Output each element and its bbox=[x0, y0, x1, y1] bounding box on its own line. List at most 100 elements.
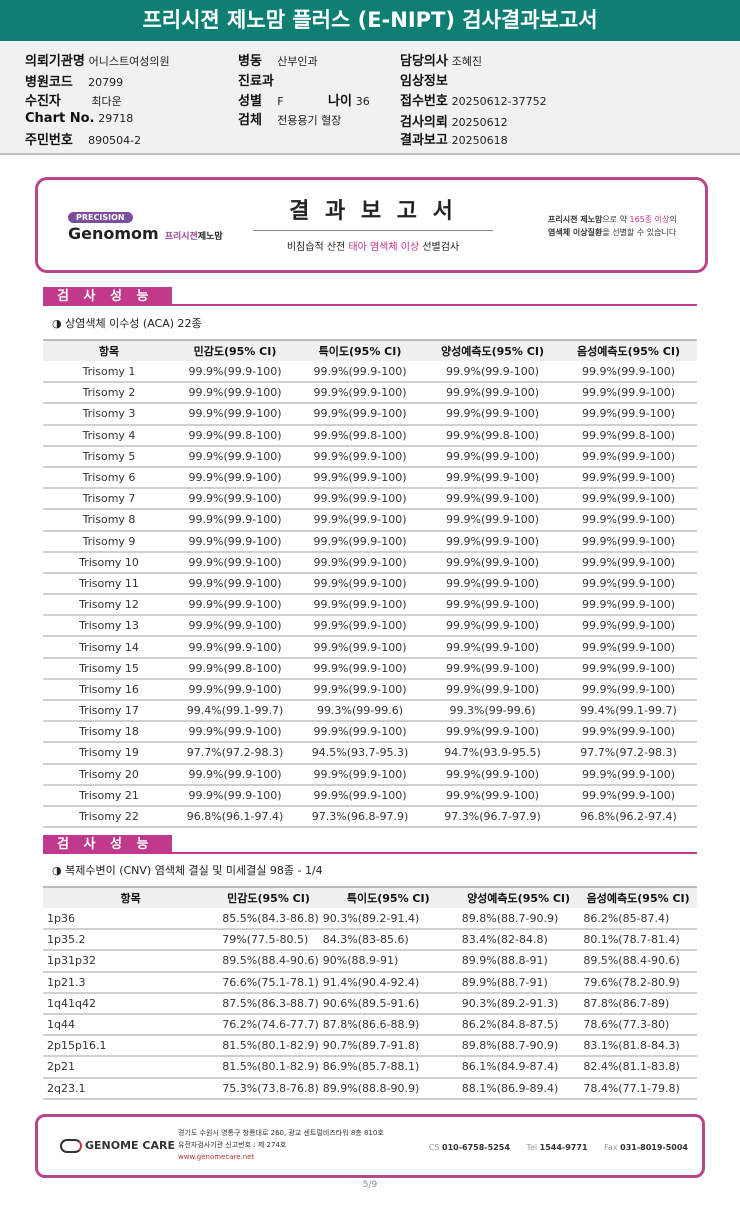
aca-subtitle: ◑ 상염색체 이수성 (ACA) 22종 bbox=[52, 317, 202, 330]
section-label: 검 사 성 능 bbox=[43, 287, 172, 306]
section-header-aca: 검 사 성 능 bbox=[43, 287, 697, 306]
column-header: 양성예측도(95% CI) bbox=[425, 339, 560, 361]
row-label: Trisomy 10 bbox=[43, 551, 175, 574]
table-row: Trisomy 14 99.9%(99.9-100) 99.9%(99.9-100)… bbox=[43, 636, 697, 659]
resident-no-label: 주민번호 bbox=[25, 133, 73, 148]
metric-cell: 99.9%(99.9-100) bbox=[295, 657, 425, 680]
metric-cell: 81.5%(80.1-82.9) bbox=[218, 1035, 319, 1058]
table-row: Trisomy 8 99.9%(99.9-100) 99.9%(99.9-100) 9… bbox=[43, 509, 697, 532]
metric-cell: 90.7%(89.7-91.8) bbox=[318, 1035, 458, 1058]
metric-cell: 99.9%(99.9-100) bbox=[175, 488, 295, 511]
column-header: 특이도(95% CI) bbox=[318, 886, 458, 908]
row-label: Trisomy 9 bbox=[43, 530, 175, 553]
metric-cell: 99.9%(99.8-100) bbox=[175, 657, 295, 680]
metric-cell: 99.9%(99.9-100) bbox=[425, 678, 560, 702]
row-label: Trisomy 13 bbox=[43, 615, 175, 638]
metric-cell: 99.4%(99.1-99.7) bbox=[560, 700, 697, 723]
row-label: Trisomy 12 bbox=[43, 594, 175, 617]
metric-cell: 99.9%(99.9-100) bbox=[175, 530, 295, 553]
metric-cell: 99.9%(99.9-100) bbox=[295, 488, 425, 511]
table-row: 2p21 81.5%(80.1-82.9) 86.9%(85.7-88.1) 86.1… bbox=[43, 1056, 697, 1079]
table-row: Trisomy 19 97.7%(97.2-98.3) 94.5%(93.7-95.… bbox=[43, 742, 697, 765]
cnv-subtitle: ◑ 복제수변이 (CNV) 염색체 결실 및 미세결실 98종 - 1/4 bbox=[52, 864, 323, 877]
table-row: Trisomy 22 96.8%(96.1-97.4) 97.3%(96.8-97.… bbox=[43, 805, 697, 829]
table-row: Trisomy 16 99.9%(99.9-100) 99.9%(99.9-100)… bbox=[43, 678, 697, 702]
tagline-bold: 프리시젼 제노맘 bbox=[548, 215, 603, 224]
metric-cell: 86.9%(85.7-88.1) bbox=[318, 1056, 458, 1079]
metric-cell: 89.9%(88.8-90.9) bbox=[318, 1077, 458, 1100]
metric-cell: 99.3%(99-99.6) bbox=[425, 700, 560, 723]
row-label: 1p36 bbox=[43, 908, 219, 931]
metric-cell: 99.9%(99.9-100) bbox=[425, 572, 560, 596]
table-row: Trisomy 17 99.4%(99.1-99.7) 99.3%(99-99.6)… bbox=[43, 700, 697, 723]
metric-cell: 99.9%(99.9-100) bbox=[175, 763, 295, 786]
column-header: 특이도(95% CI) bbox=[295, 339, 425, 361]
metric-cell: 99.9%(99.9-100) bbox=[295, 721, 425, 744]
banner-subtitle: 비침습적 산전 태아 염색체 이상 선별검사 bbox=[253, 238, 493, 253]
metric-cell: 99.9%(99.9-100) bbox=[295, 530, 425, 553]
metric-cell: 99.9%(99.9-100) bbox=[560, 678, 697, 702]
table-row: Trisomy 6 99.9%(99.9-100) 99.9%(99.9-100) 9… bbox=[43, 466, 697, 490]
tagline-bold: 염색체 이상질환 bbox=[548, 228, 603, 237]
website-link[interactable]: www.genomecare.net bbox=[178, 1153, 255, 1161]
genome-care-logo-icon bbox=[60, 1139, 82, 1153]
row-label: Trisomy 3 bbox=[43, 403, 175, 426]
age-value: 36 bbox=[355, 95, 370, 108]
metric-cell: 99.9%(99.9-100) bbox=[295, 551, 425, 574]
metric-cell: 99.9%(99.9-100) bbox=[425, 763, 560, 786]
sub-text: 선별검사 bbox=[419, 242, 460, 253]
genome-care-logo: GENOME CARE bbox=[60, 1139, 175, 1153]
page-number: 5/9 bbox=[362, 1180, 378, 1190]
row-label: 1q44 bbox=[43, 1013, 219, 1037]
metric-cell: 82.4%(81.1-83.8) bbox=[579, 1056, 697, 1079]
metric-cell: 99.9%(99.9-100) bbox=[295, 509, 425, 532]
metric-cell: 99.9%(99.9-100) bbox=[175, 445, 295, 468]
tel-label: Tel bbox=[526, 1143, 538, 1152]
metric-cell: 99.9%(99.9-100) bbox=[425, 657, 560, 680]
row-label: Trisomy 17 bbox=[43, 700, 175, 723]
column-header: 민감도(95% CI) bbox=[175, 339, 295, 361]
brand-name: Genomom bbox=[68, 224, 159, 243]
institution-label: 의뢰기관명 bbox=[25, 54, 85, 69]
row-label: Trisomy 14 bbox=[43, 636, 175, 659]
ward-value: 산부인과 bbox=[277, 55, 318, 68]
report-date-label: 결과보고 bbox=[400, 133, 448, 148]
metric-cell: 99.9%(99.9-100) bbox=[425, 594, 560, 617]
metric-cell: 99.9%(99.8-100) bbox=[425, 424, 560, 447]
report-title: 프리시젼 제노맘 플러스 (E-NIPT) 검사결과보고서 bbox=[0, 0, 740, 41]
table-row: 1q41q42 87.5%(86.3-88.7) 90.6%(89.5-91.6) 9… bbox=[43, 992, 697, 1015]
receipt-no-value: 20250612-37752 bbox=[451, 95, 547, 108]
row-label: Trisomy 21 bbox=[43, 784, 175, 807]
banner-tagline: 프리시젼 제노맘으로 약 165종 이상의 염색체 이상질환을 선별할 수 있습… bbox=[548, 213, 677, 239]
row-label: Trisomy 11 bbox=[43, 572, 175, 596]
metric-cell: 99.9%(99.9-100) bbox=[175, 382, 295, 405]
report-banner: PRECISION Genomom 프리시젼제노맘 결 과 보 고 서 비침습적 … bbox=[35, 177, 708, 273]
report-date-value: 20250618 bbox=[451, 134, 508, 147]
section-header-cnv: 검 사 성 능 bbox=[43, 835, 697, 854]
metric-cell: 99.9%(99.9-100) bbox=[560, 530, 697, 553]
table-row: 1p31p32 89.5%(88.4-90.6) 90%(88.9-91) 89.9%… bbox=[43, 950, 697, 973]
metric-cell: 99.9%(99.9-100) bbox=[425, 721, 560, 744]
metric-cell: 99.9%(99.9-100) bbox=[425, 530, 560, 553]
metric-cell: 99.9%(99.9-100) bbox=[295, 572, 425, 596]
row-label: Trisomy 8 bbox=[43, 509, 175, 532]
metric-cell: 90%(88.9-91) bbox=[318, 950, 458, 973]
metric-cell: 97.3%(96.7-97.9) bbox=[425, 805, 560, 829]
metric-cell: 81.5%(80.1-82.9) bbox=[218, 1056, 319, 1079]
metric-cell: 88.1%(86.9-89.4) bbox=[457, 1077, 580, 1100]
metric-cell: 89.5%(88.4-90.6) bbox=[218, 950, 319, 973]
metric-cell: 99.9%(99.9-100) bbox=[175, 721, 295, 744]
metric-cell: 89.8%(88.7-90.9) bbox=[457, 908, 580, 931]
metric-cell: 99.9%(99.9-100) bbox=[175, 361, 295, 384]
sub-highlight: 태아 염색체 이상 bbox=[348, 242, 420, 253]
table-row: 1p36 85.5%(84.3-86.8) 90.3%(89.2-91.4) 89.8… bbox=[43, 908, 697, 931]
metric-cell: 89.8%(88.7-90.9) bbox=[457, 1035, 580, 1058]
banner-title: 결 과 보 고 서 bbox=[253, 198, 493, 231]
metric-cell: 96.8%(96.2-97.4) bbox=[560, 805, 697, 829]
row-label: 1p35.2 bbox=[43, 929, 219, 952]
column-header: 항목 bbox=[43, 886, 219, 908]
metric-cell: 99.9%(99.9-100) bbox=[560, 445, 697, 468]
metric-cell: 99.9%(99.9-100) bbox=[560, 572, 697, 596]
metric-cell: 76.6%(75.1-78.1) bbox=[218, 971, 319, 994]
metric-cell: 99.9%(99.9-100) bbox=[175, 572, 295, 596]
